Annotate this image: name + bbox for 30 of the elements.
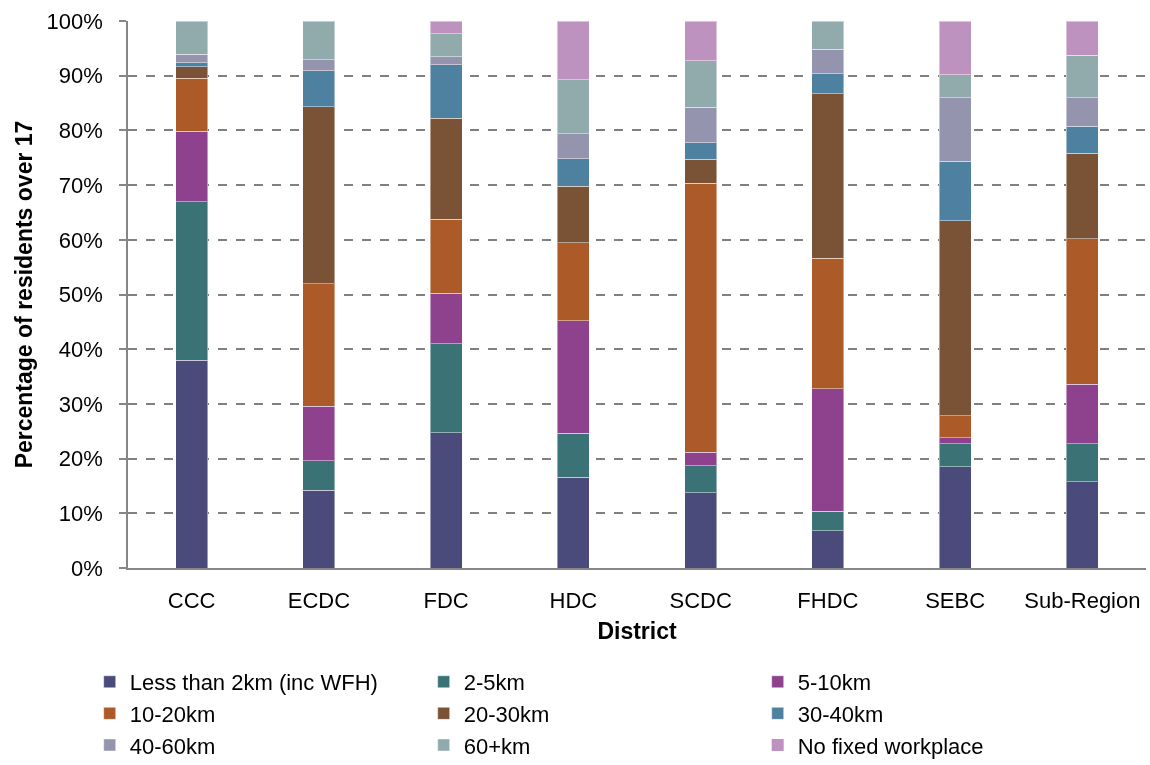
y-tick-label: 90% [58, 63, 103, 89]
x-tick-label: Sub-Region [1024, 588, 1141, 614]
x-tick-label: HDC [549, 588, 598, 614]
legend-label: No fixed workplace [797, 733, 984, 759]
legend-label: 30-40km [797, 701, 884, 727]
x-tick-label: SCDC [669, 588, 732, 614]
y-tick-label: 70% [58, 172, 103, 198]
x-tick-label: CCC [167, 588, 216, 614]
y-tick-label: 40% [58, 336, 103, 362]
legend-label: 2-5km [463, 670, 525, 696]
x-tick-label: ECDC [287, 588, 351, 614]
x-tick-label: FDC [423, 588, 469, 614]
legend-label: 40-60km [129, 733, 216, 759]
y-tick-label: 80% [58, 118, 103, 144]
legend-label: 5-10km [797, 670, 872, 696]
y-tick-label: 100% [46, 8, 103, 34]
y-tick-label: 0% [71, 555, 103, 581]
y-axis-title: Percentage of residents over 17 [10, 120, 37, 469]
legend-label: 10-20km [129, 701, 216, 727]
legend-label: 60+km [463, 733, 531, 759]
x-tick-label: FHDC [797, 588, 859, 614]
y-tick-label: 50% [58, 282, 103, 308]
legend-label: Less than 2km (inc WFH) [129, 670, 378, 696]
x-axis-title: District [597, 617, 677, 644]
x-tick-label: SEBC [925, 588, 986, 614]
y-tick-label: 20% [58, 446, 103, 472]
y-tick-label: 30% [58, 391, 103, 417]
y-tick-label: 60% [58, 227, 103, 253]
y-tick-label: 10% [58, 501, 103, 526]
legend-label: 20-30km [463, 701, 550, 727]
